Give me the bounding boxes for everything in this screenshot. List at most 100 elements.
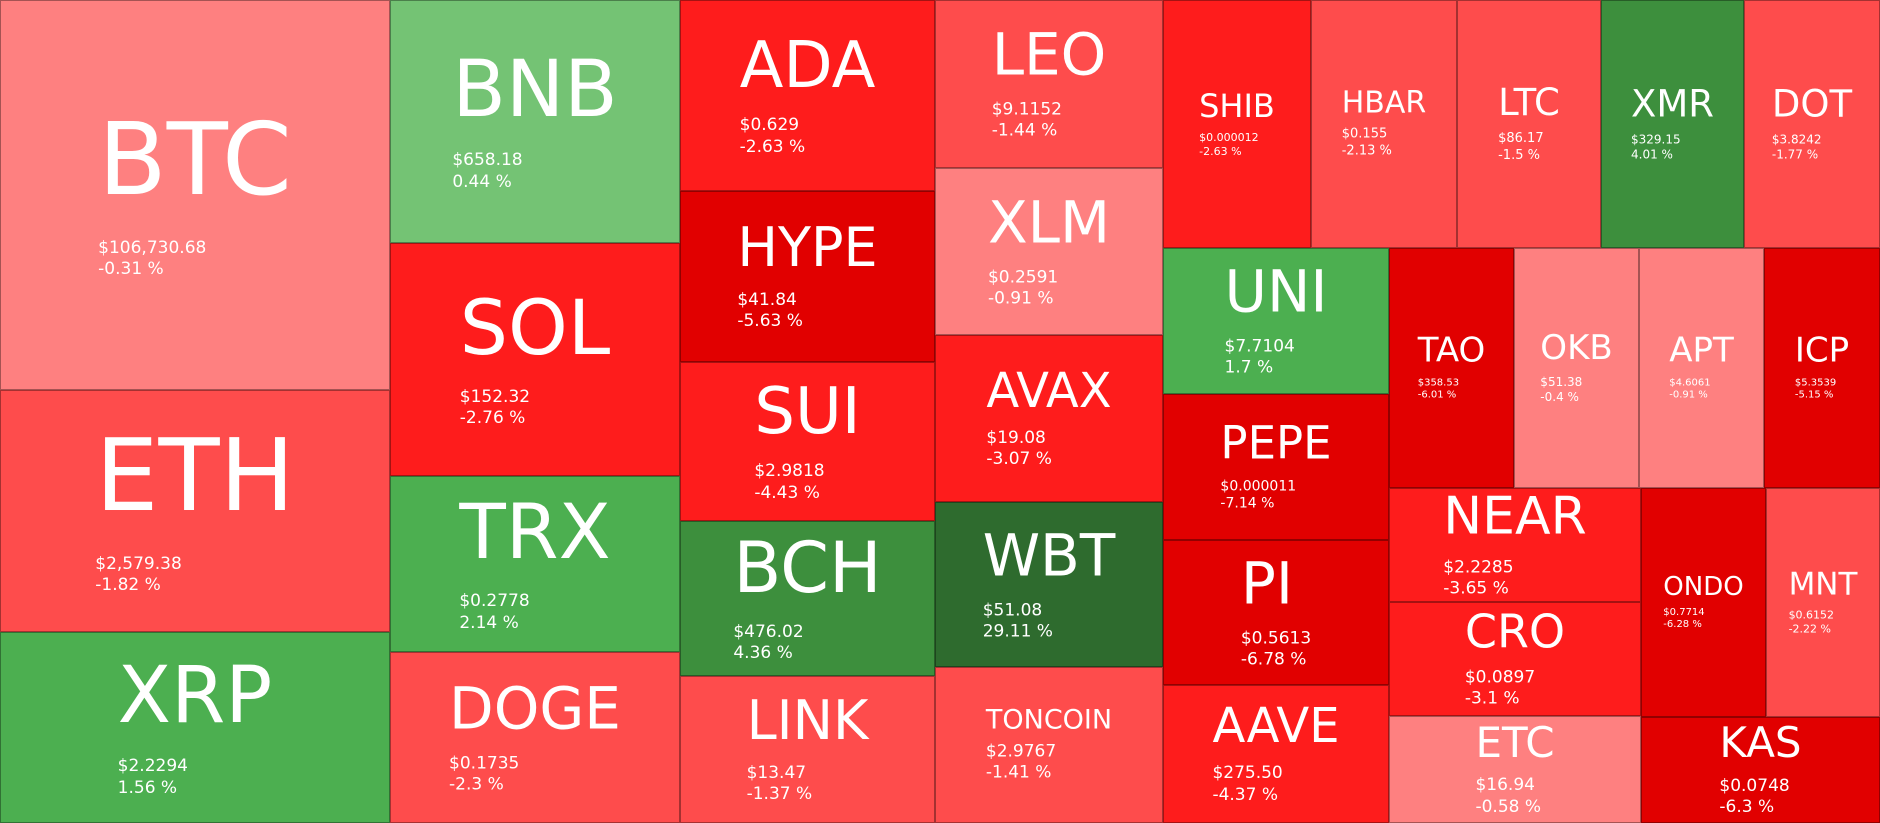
coin-symbol: ETC [1475, 717, 1555, 767]
coin-price: $5.3539 [1794, 377, 1837, 389]
tile-shib[interactable]: SHIB $0.000012 -2.63 % [1163, 0, 1311, 248]
coin-change: -0.91 % [1669, 389, 1708, 401]
coin-price: $7.7104 [1224, 336, 1295, 357]
coin-change: -0.4 % [1540, 389, 1579, 404]
coin-change: -5.63 % [737, 311, 803, 332]
tile-link[interactable]: LINK $13.47 -1.37 % [680, 676, 935, 823]
tile-dot[interactable]: DOT $3.8242 -1.77 % [1744, 0, 1880, 248]
tile-content: DOGE $0.1735 -2.3 % [449, 679, 621, 796]
coin-price: $51.08 [982, 600, 1043, 621]
tile-content: SUI $2.9818 -4.43 % [754, 379, 860, 503]
tile-aave[interactable]: AAVE $275.50 -4.37 % [1163, 685, 1389, 823]
coin-price: $0.2591 [987, 267, 1059, 288]
tile-ltc[interactable]: LTC $86.17 -1.5 % [1457, 0, 1601, 248]
coin-symbol: TONCOIN [985, 704, 1113, 736]
coin-change: -0.31 % [98, 259, 164, 279]
tile-content: BTC $106,730.68 -0.31 % [98, 109, 292, 281]
coin-symbol: ICP [1794, 330, 1850, 371]
tile-toncoin[interactable]: TONCOIN $2.9767 -1.41 % [935, 667, 1163, 823]
coin-symbol: MNT [1788, 565, 1858, 602]
tile-content: LEO $9.1152 -1.44 % [992, 26, 1107, 143]
coin-change: -6.01 % [1417, 389, 1457, 401]
coin-symbol: OKB [1540, 328, 1613, 369]
tile-content: HBAR $0.155 -2.13 % [1341, 85, 1427, 160]
coin-change: -2.63 % [1199, 144, 1242, 158]
coin-symbol: XLM [987, 188, 1111, 257]
coin-symbol: HBAR [1341, 85, 1427, 121]
coin-symbol: SUI [754, 374, 861, 449]
tile-pepe[interactable]: PEPE $0.000011 -7.14 % [1163, 394, 1389, 540]
tile-near[interactable]: NEAR $2.2285 -3.65 % [1389, 488, 1641, 602]
coin-price: $51.38 [1540, 374, 1583, 389]
coin-price: $275.50 [1212, 763, 1283, 784]
tile-etc[interactable]: ETC $16.94 -0.58 % [1389, 716, 1641, 823]
tile-content: WBT $51.08 29.11 % [983, 526, 1116, 643]
coin-symbol: LEO [991, 20, 1107, 89]
coin-price: $358.53 [1417, 377, 1460, 389]
tile-xmr[interactable]: XMR $329.15 4.01 % [1601, 0, 1744, 248]
tile-kas[interactable]: KAS $0.0748 -6.3 % [1641, 717, 1880, 823]
tile-content: TRX $0.2778 2.14 % [459, 494, 610, 634]
tile-content: LTC $86.17 -1.5 % [1498, 84, 1560, 164]
tile-mnt[interactable]: MNT $0.6152 -2.22 % [1766, 488, 1880, 717]
tile-btc[interactable]: BTC $106,730.68 -0.31 % [0, 0, 390, 390]
coin-price: $16.94 [1475, 775, 1535, 796]
coin-change: -0.91 % [987, 288, 1054, 309]
tile-pi[interactable]: PI $0.5613 -6.78 % [1163, 540, 1389, 685]
coin-change: -0.58 % [1475, 796, 1542, 817]
coin-change: 4.36 % [733, 643, 793, 664]
tile-okb[interactable]: OKB $51.38 -0.4 % [1514, 248, 1639, 488]
coin-symbol: TAO [1417, 330, 1486, 371]
tile-ondo[interactable]: ONDO $0.7714 -6.28 % [1641, 488, 1766, 717]
coin-change: -1.77 % [1771, 147, 1819, 162]
tile-ada[interactable]: ADA $0.629 -2.63 % [680, 0, 935, 191]
coin-price: $0.000012 [1199, 130, 1259, 144]
tile-avax[interactable]: AVAX $19.08 -3.07 % [935, 335, 1163, 502]
tile-hype[interactable]: HYPE $41.84 -5.63 % [680, 191, 935, 362]
tile-content: ETH $2,579.38 -1.82 % [95, 416, 295, 597]
tile-bnb[interactable]: BNB $658.18 0.44 % [390, 0, 680, 243]
coin-price: $0.629 [739, 115, 800, 136]
tile-bch[interactable]: BCH $476.02 4.36 % [680, 521, 935, 676]
tile-content: XMR $329.15 4.01 % [1631, 85, 1714, 162]
coin-change: 2.14 % [459, 612, 519, 633]
tile-cro[interactable]: CRO $0.0897 -3.1 % [1389, 602, 1641, 716]
tile-leo[interactable]: LEO $9.1152 -1.44 % [935, 0, 1163, 168]
coin-symbol: WBT [982, 521, 1116, 590]
tile-wbt[interactable]: WBT $51.08 29.11 % [935, 502, 1163, 667]
tile-tao[interactable]: TAO $358.53 -6.01 % [1389, 248, 1514, 488]
coin-change: -6.28 % [1663, 619, 1702, 631]
coin-change: -1.37 % [746, 784, 813, 805]
tile-sol[interactable]: SOL $152.32 -2.76 % [390, 243, 680, 476]
tile-xrp[interactable]: XRP $2.2294 1.56 % [0, 632, 390, 823]
tile-sui[interactable]: SUI $2.9818 -4.43 % [680, 362, 935, 521]
tile-trx[interactable]: TRX $0.2778 2.14 % [390, 476, 680, 652]
tile-hbar[interactable]: HBAR $0.155 -2.13 % [1311, 0, 1457, 248]
tile-content: APT $4.6061 -0.91 % [1669, 334, 1734, 403]
tile-xlm[interactable]: XLM $0.2591 -0.91 % [935, 168, 1163, 335]
coin-change: -4.43 % [754, 482, 820, 503]
coin-price: $2.9818 [754, 461, 825, 482]
coin-symbol: SOL [459, 282, 611, 372]
tile-eth[interactable]: ETH $2,579.38 -1.82 % [0, 390, 390, 632]
tile-doge[interactable]: DOGE $0.1735 -2.3 % [390, 652, 680, 823]
tile-content: ETC $16.94 -0.58 % [1475, 721, 1554, 817]
tile-content: XRP $2.2294 1.56 % [118, 656, 273, 798]
tile-content: TONCOIN $2.9767 -1.41 % [986, 706, 1112, 783]
tile-content: DOT $3.8242 -1.77 % [1772, 85, 1852, 162]
coin-change: -3.65 % [1443, 578, 1509, 599]
coin-price: $3.8242 [1771, 132, 1822, 147]
coin-symbol: LTC [1498, 81, 1560, 125]
coin-change: 4.01 % [1631, 147, 1673, 162]
tile-uni[interactable]: UNI $7.7104 1.7 % [1163, 248, 1389, 394]
coin-price: $41.84 [737, 289, 797, 310]
coin-symbol: SHIB [1199, 86, 1275, 125]
tile-content: XLM $0.2591 -0.91 % [988, 193, 1110, 310]
coin-symbol: KAS [1719, 717, 1802, 767]
coin-symbol: CRO [1464, 604, 1566, 659]
coin-symbol: ETH [95, 416, 295, 534]
tile-apt[interactable]: APT $4.6061 -0.91 % [1639, 248, 1764, 488]
coin-price: $19.08 [986, 427, 1046, 448]
tile-icp[interactable]: ICP $5.3539 -5.15 % [1764, 248, 1880, 488]
